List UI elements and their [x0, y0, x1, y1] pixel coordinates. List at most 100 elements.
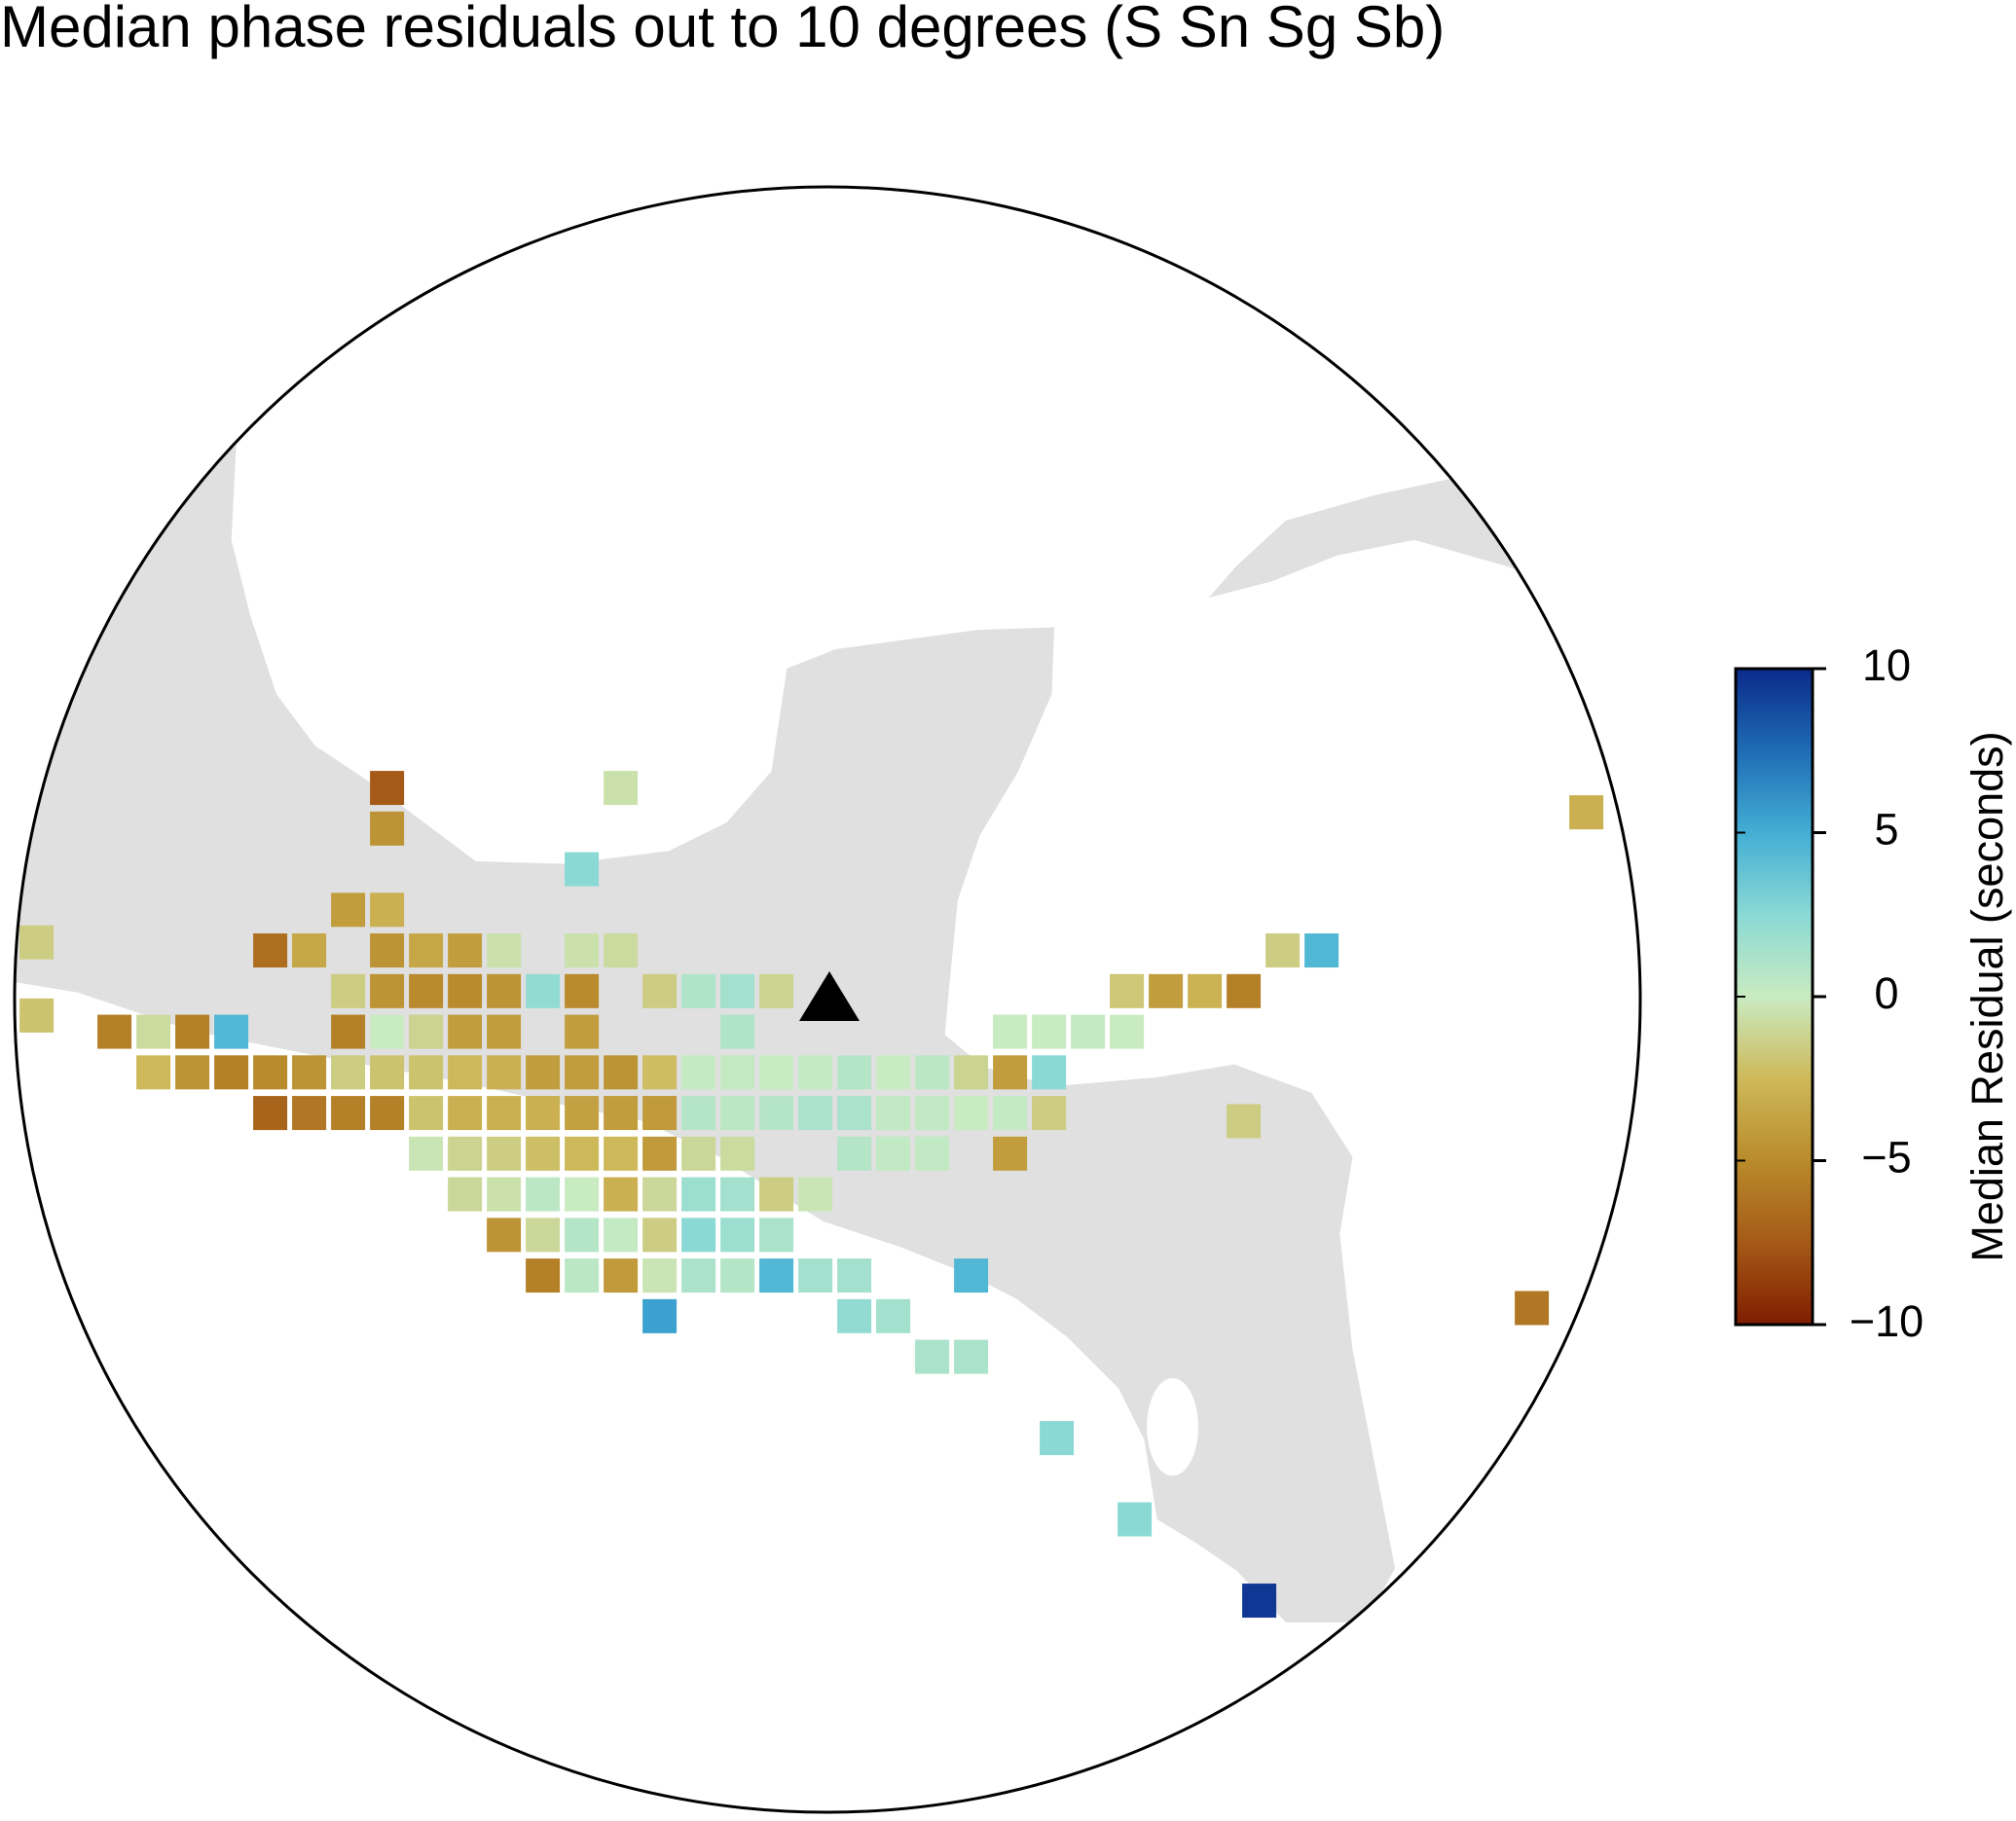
residual-cell [370, 1096, 405, 1131]
residual-cell [409, 933, 444, 968]
residual-cell [565, 933, 600, 968]
residual-cell [1149, 973, 1184, 1008]
residual-cell [370, 892, 405, 928]
residual-cell [526, 1136, 561, 1171]
residual-cell [370, 1055, 405, 1090]
residual-cell [993, 1136, 1028, 1171]
residual-cell [798, 1177, 833, 1212]
residual-cell [214, 1014, 249, 1049]
residual-cell [253, 1096, 288, 1131]
residual-cell [604, 771, 639, 806]
residual-cell [526, 1218, 561, 1253]
residual-cell [798, 1258, 833, 1293]
residual-cell [487, 1218, 522, 1253]
residual-cell [409, 1096, 444, 1131]
residual-cell [487, 1096, 522, 1131]
residual-cell [1040, 1421, 1075, 1456]
residual-cell [448, 1096, 483, 1131]
residual-cell [370, 933, 405, 968]
residual-cell [642, 1177, 678, 1212]
map-boundary [13, 185, 1642, 1814]
residual-cell [954, 1339, 989, 1374]
residual-cell [409, 1136, 444, 1171]
residual-cell [759, 1218, 794, 1253]
residual-cell [604, 1258, 639, 1293]
residual-cell [19, 925, 55, 960]
residual-cell [448, 933, 483, 968]
residual-cell [759, 1177, 794, 1212]
residual-cell [798, 1055, 833, 1090]
residual-cell [759, 973, 794, 1008]
residual-cell [720, 1055, 755, 1090]
residual-cell [1515, 1291, 1550, 1326]
residual-cell [915, 1136, 950, 1171]
residual-cell [798, 1096, 833, 1131]
residual-cell [331, 1014, 366, 1049]
residual-cell [448, 1177, 483, 1212]
residual-cell [253, 1055, 288, 1090]
residual-cell [993, 1055, 1028, 1090]
residual-cell [331, 892, 366, 928]
residual-cell [1242, 1584, 1277, 1619]
residual-cell [526, 1096, 561, 1131]
residual-cell [1071, 1014, 1106, 1049]
residual-cell [487, 933, 522, 968]
residual-cell [876, 1096, 911, 1131]
residual-cell [487, 1177, 522, 1212]
residual-cell [642, 1298, 678, 1333]
residual-cell [720, 1177, 755, 1212]
residual-cell [526, 1177, 561, 1212]
residual-cell [915, 1096, 950, 1131]
residual-cell [331, 973, 366, 1008]
residual-cell [487, 1014, 522, 1049]
residual-cell [292, 1055, 327, 1090]
residual-cell [526, 1258, 561, 1293]
colorbar-tick-label: −5 [1861, 1132, 1911, 1182]
residual-cell [1110, 973, 1145, 1008]
residual-cell [954, 1096, 989, 1131]
residual-cell [1265, 933, 1301, 968]
residual-cell [565, 852, 600, 887]
residual-cell [409, 1055, 444, 1090]
residual-cell [720, 1096, 755, 1131]
residual-cell [642, 1218, 678, 1253]
residual-cell [720, 1014, 755, 1049]
residual-cell [1110, 1014, 1145, 1049]
residual-cell [954, 1055, 989, 1090]
residual-cell [565, 1258, 600, 1293]
residual-cell [370, 771, 405, 806]
residual-cell [604, 1096, 639, 1131]
residual-cell [214, 1055, 249, 1090]
residual-cell [1569, 795, 1604, 830]
residual-cell [565, 973, 600, 1008]
residual-cell [759, 1096, 794, 1131]
residual-cell [837, 1298, 872, 1333]
residual-cell [565, 1136, 600, 1171]
residual-cell [448, 1136, 483, 1171]
colorbar-label: Median Residual (seconds) [1962, 731, 2012, 1261]
residual-cell [1032, 1014, 1067, 1049]
residual-cell [565, 1055, 600, 1090]
colorbar-tick-label: 0 [1874, 968, 1898, 1018]
residual-cell [487, 1055, 522, 1090]
residual-cell [1032, 1055, 1067, 1090]
residual-cell [565, 1218, 600, 1253]
residual-cell [292, 933, 327, 968]
residual-cell [370, 1014, 405, 1049]
residual-cell [175, 1014, 210, 1049]
residual-cell [681, 1258, 716, 1293]
residual-cell [837, 1055, 872, 1090]
colorbar [1734, 667, 1814, 1327]
residual-cell [720, 973, 755, 1008]
residual-cell [681, 973, 716, 1008]
chart-title: Median phase residuals out to 10 degrees… [0, 0, 1445, 59]
residual-cell [448, 1014, 483, 1049]
residual-cell [681, 1055, 716, 1090]
residual-cell [370, 973, 405, 1008]
residual-cell [331, 1096, 366, 1131]
residual-cell [915, 1339, 950, 1374]
residual-cell [1188, 973, 1223, 1008]
residual-cell [448, 973, 483, 1008]
residual-cell [448, 1055, 483, 1090]
